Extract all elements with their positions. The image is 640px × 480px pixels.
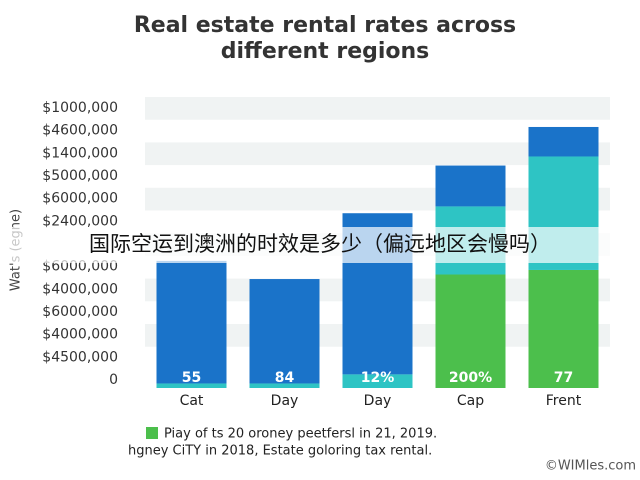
y-tick-label: $4600,000	[42, 123, 118, 139]
bar-segment	[249, 279, 320, 384]
plot-stripe	[145, 97, 610, 120]
y-tick-label: $5000,000	[42, 168, 118, 184]
y-tick-label: $6000,000	[42, 304, 118, 320]
bar-segment	[249, 383, 320, 388]
y-tick-label: $1000,000	[42, 100, 118, 116]
x-tick-label: Cap	[457, 393, 484, 409]
data-label: 77	[554, 370, 573, 386]
x-tick-label: Day	[271, 393, 299, 409]
bar-segment	[342, 374, 413, 388]
chart-title: different regions	[221, 39, 430, 64]
banner-text: 国际空运到澳洲的时效是多少（偏远地区会慢吗）	[89, 232, 551, 256]
legend-text: hgney CiTY in 2018, Estate goloring tax …	[128, 444, 432, 459]
plot-stripe	[145, 142, 610, 166]
legend-swatch	[146, 427, 158, 439]
y-tick-label: $2400,000	[42, 213, 118, 229]
watermark: ©WIMles.com	[545, 459, 636, 474]
y-tick-label: $4000,000	[42, 327, 118, 343]
y-tick-label: $6000,000	[42, 191, 118, 207]
y-tick-label: $4000,000	[42, 281, 118, 297]
bar-segment	[435, 274, 506, 388]
bar-segment	[435, 165, 506, 207]
banner-band	[0, 227, 640, 263]
data-label: 12%	[361, 370, 395, 386]
data-label: 55	[182, 370, 201, 386]
x-tick-label: Day	[364, 393, 392, 409]
y-tick-label: $4500,000	[42, 349, 118, 365]
x-tick-label: Cat	[180, 393, 204, 409]
data-label: 200%	[449, 370, 492, 386]
y-tick-label: 0	[109, 372, 118, 388]
bar-segment	[156, 260, 227, 384]
legend-text: Piay of ts 20 oroney peetfersl in 21, 20…	[164, 427, 437, 442]
data-label: 84	[275, 370, 295, 386]
chart-title: Real estate rental rates across	[134, 13, 516, 38]
x-tick-label: Frent	[546, 393, 582, 409]
y-tick-label: $1400,000	[42, 145, 118, 161]
bar-segment	[156, 383, 227, 388]
bar-segment	[528, 269, 599, 388]
bar-segment	[528, 126, 599, 157]
